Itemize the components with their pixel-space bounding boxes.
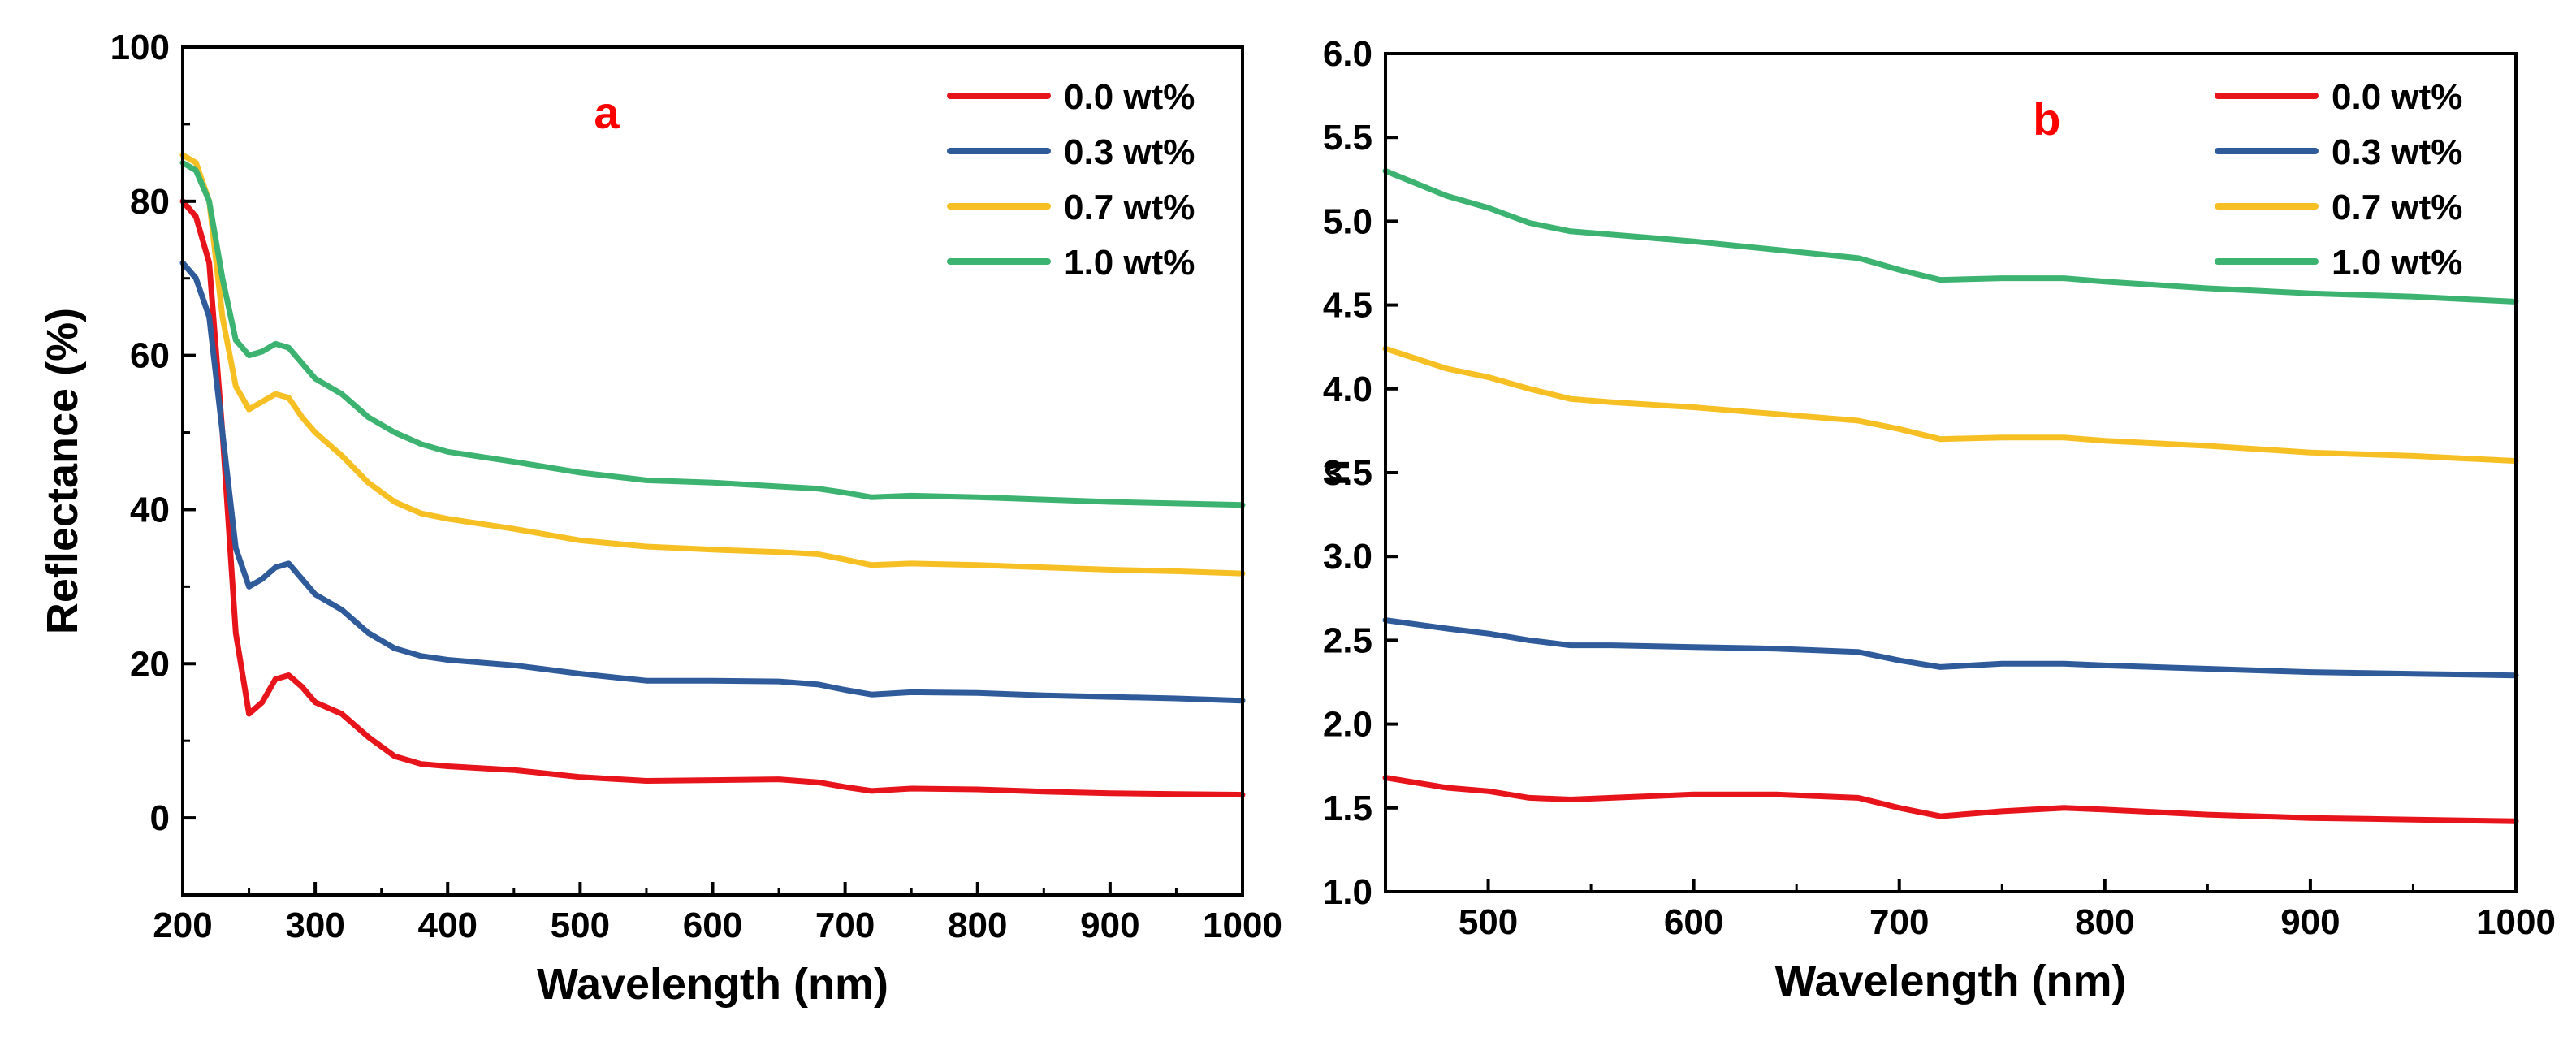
chart-a-y-tick-label: 80	[130, 182, 170, 222]
chart-a-legend-label-2: 0.3 wt%	[1064, 132, 1195, 172]
chart-b-series-line-1	[1382, 775, 2519, 824]
chart-b-plot-frame	[1384, 52, 2518, 893]
chart-b-y-tick-label: 5.0	[1323, 201, 1372, 241]
chart-a-x-tick-label: 700	[815, 906, 875, 945]
chart-b-series-line-4	[1382, 168, 2519, 305]
chart-a-x-tick-label: 800	[948, 906, 1007, 945]
chart-a-legend-label-3: 0.7 wt%	[1064, 188, 1195, 227]
chart-a-svg: 200 300 400 500 600 700 800 900 1000 0 20 40 60 80 100…	[38, 28, 1282, 1009]
chart-a-plot-frame	[181, 45, 1244, 897]
chart-b-panel-label: b	[2033, 93, 2060, 145]
chart-b-x-tick-label: 1000	[2476, 902, 2556, 942]
chart-b-y-tick-label: 3.5	[1323, 453, 1372, 493]
chart-a-legend-label-1: 0.0 wt%	[1064, 77, 1195, 117]
chart-b-legend-label-2: 0.3 wt%	[2332, 132, 2462, 172]
chart-a-x-axis-title: Wavelength (nm)	[537, 960, 888, 1009]
chart-b-legend-label-1: 0.0 wt%	[2332, 77, 2462, 117]
chart-a-series-line-4	[179, 159, 1246, 508]
chart-b-y-tick-label: 4.0	[1323, 370, 1372, 409]
chart-b-y-tick-label: 1.5	[1323, 789, 1372, 828]
chart-b-svg: 500 600 700 800 900 1000 1.0 1.5 2.0 2.5 3.0 3.5 4.0…	[1310, 34, 2556, 1005]
chart-a-x-tick-label: 600	[683, 906, 742, 945]
chart-b-y-tick-label: 5.5	[1323, 118, 1372, 158]
chart-b-y-tick-label: 3.0	[1323, 537, 1372, 577]
chart-b-y-tick-label: 1.0	[1323, 872, 1372, 912]
chart-b-x-tick-label: 900	[2280, 902, 2340, 942]
chart-a-series-line-3	[179, 152, 1246, 577]
chart-panel-a: 200 300 400 500 600 700 800 900 1000 0 20 40 60 80 100…	[38, 28, 1282, 1009]
chart-a-x-tick-label: 400	[418, 906, 478, 945]
chart-a-series-line-1	[179, 198, 1246, 798]
chart-a-x-tick-label: 300	[285, 906, 344, 945]
chart-a-panel-label: a	[594, 87, 620, 138]
chart-a-x-tick-label: 500	[551, 906, 610, 945]
chart-b-y-tick-label: 2.5	[1323, 620, 1372, 660]
chart-a-x-tick-label: 200	[153, 906, 212, 945]
chart-a-y-tick-label: 20	[130, 644, 170, 684]
chart-b-y-tick-label: 4.5	[1323, 286, 1372, 326]
chart-b-legend-label-3: 0.7 wt%	[2332, 188, 2462, 227]
chart-b-x-axis-title: Wavelength (nm)	[1774, 957, 2126, 1005]
chart-b-legend-label-4: 1.0 wt%	[2332, 243, 2462, 283]
chart-b-x-tick-label: 500	[1459, 902, 1518, 942]
chart-b-y-axis-title: n	[1310, 460, 1359, 486]
chart-b-series-line-3	[1382, 345, 2519, 465]
chart-a-series-line-2	[179, 260, 1246, 704]
chart-a-legend-label-4: 1.0 wt%	[1064, 243, 1195, 283]
chart-a-x-tick-label: 900	[1080, 906, 1139, 945]
chart-a-y-tick-label: 100	[110, 28, 170, 67]
chart-b-y-tick-label: 6.0	[1323, 34, 1372, 74]
chart-a-y-axis-title: Reflectance (%)	[38, 308, 87, 634]
chart-b-x-tick-label: 600	[1664, 902, 1723, 942]
chart-a-y-tick-label: 60	[130, 336, 170, 376]
chart-b-x-tick-label: 700	[1869, 902, 1929, 942]
chart-a-x-tick-label: 1000	[1203, 906, 1282, 945]
chart-b-series-line-2	[1382, 617, 2519, 679]
chart-panel-b: 500 600 700 800 900 1000 1.0 1.5 2.0 2.5 3.0 3.5 4.0…	[1288, 0, 2576, 1046]
chart-b-x-tick-label: 800	[2075, 902, 2134, 942]
chart-a-y-tick-label: 40	[130, 490, 170, 529]
chart-b-y-tick-label: 2.0	[1323, 705, 1372, 745]
chart-a-y-tick-label: 0	[150, 798, 170, 838]
